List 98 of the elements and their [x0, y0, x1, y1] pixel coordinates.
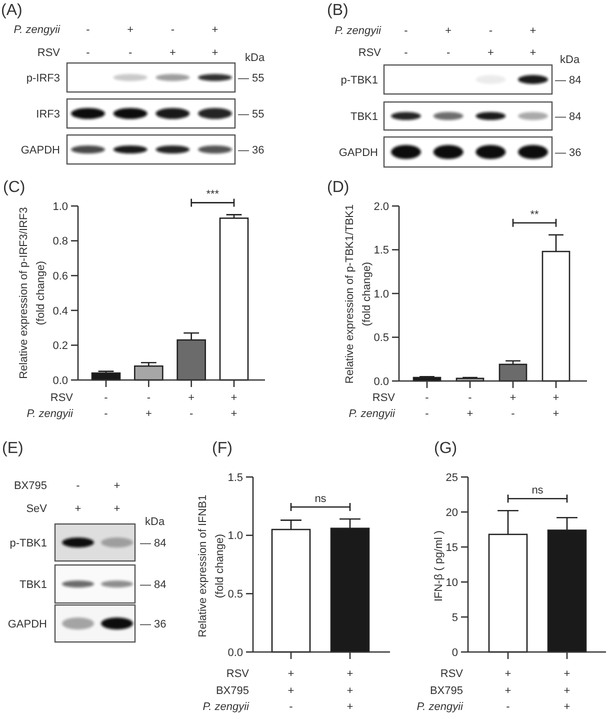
chart-title: (C)	[3, 179, 26, 196]
x-tick-label: + + +	[564, 668, 570, 713]
text: P. zengyii	[334, 24, 382, 37]
text: ***	[206, 188, 220, 201]
text: (B)	[327, 2, 348, 19]
y-tick-label: 1.0	[228, 530, 243, 542]
category-label: IRF3	[36, 108, 60, 120]
text: RSV	[226, 668, 250, 680]
category-label: — 36	[238, 144, 264, 156]
y-axis-title: IFN-β ( pg/ml )	[432, 530, 445, 602]
x-tick-label: + -	[510, 392, 516, 420]
y-axis-title: Relative expression of p-TBK1/TBK1 (fold change)	[344, 204, 373, 384]
text: P. zengyii	[14, 24, 61, 36]
y-tick-label: 2.0	[374, 200, 389, 213]
text: RSV	[37, 46, 61, 59]
bar	[219, 218, 249, 381]
category-label: GAPDH	[20, 144, 60, 156]
text: BX795	[430, 684, 463, 697]
category-label: - +	[74, 480, 82, 515]
text: kDa	[145, 516, 166, 528]
y-tick-label: 0.0	[374, 376, 389, 388]
category-label: p-TBK1	[10, 537, 47, 550]
category-label: — 36	[555, 146, 582, 159]
chart-title: (F)	[212, 440, 232, 457]
y-tick-label: 0.6	[52, 270, 68, 282]
category-label: — 36	[140, 618, 166, 630]
x-tick-label: + +	[230, 392, 238, 420]
text: (A)	[1, 2, 22, 19]
annotation: ns	[532, 484, 544, 497]
category-label: TBK1	[19, 578, 47, 591]
text: BX795	[14, 480, 47, 492]
x-tick-label: + + +	[346, 668, 354, 713]
x-tick-label: - -	[104, 392, 108, 420]
y-tick-label: 1.5	[374, 244, 389, 257]
y-tick-label: 0.2	[52, 340, 68, 352]
text: P. zengyii	[416, 700, 464, 713]
text: RSV	[440, 668, 464, 680]
category-label: TBK1	[350, 110, 378, 123]
category-label: GAPDH	[338, 146, 378, 159]
x-tick-label: + -	[188, 392, 195, 420]
text: P. zengyii	[202, 700, 250, 713]
y-tick-label: 15	[446, 542, 458, 554]
x-tick-label: + +	[552, 392, 560, 420]
y-tick-label: 1.0	[52, 200, 68, 213]
x-tick-label: + + -	[288, 668, 294, 713]
category-label: - +	[487, 24, 494, 59]
x-tick-label: - -	[425, 392, 430, 420]
text: P. zengyii	[26, 408, 74, 420]
category-label: — 84	[140, 578, 166, 591]
y-tick-label: 1.5	[228, 472, 243, 484]
category-label: - -	[404, 24, 408, 59]
category-label: + -	[445, 24, 452, 59]
category-label: GAPDH	[8, 618, 47, 630]
category-label: - +	[169, 24, 176, 59]
category-label: - -	[86, 24, 90, 59]
text: kDa	[560, 54, 580, 66]
annotation: ns	[314, 493, 327, 505]
y-tick-label: 0.0	[52, 374, 68, 387]
x-tick-label: - +	[466, 392, 474, 420]
category-label: p-TBK1	[340, 74, 378, 86]
y-tick-label: 0.0	[228, 646, 243, 659]
category-label: + +	[212, 24, 218, 59]
text: (E)	[2, 440, 24, 457]
text: RSV	[358, 46, 382, 59]
y-axis-title: Relative expression of IFNB1 (fold change)	[196, 494, 226, 638]
text: RSV	[50, 392, 74, 404]
y-tick-label: 20	[446, 506, 458, 519]
y-tick-label: 0.5	[228, 588, 243, 601]
text: SeV	[26, 502, 48, 515]
text: kDa	[245, 52, 266, 64]
y-tick-label: 1.0	[374, 288, 389, 300]
text: RSV	[372, 392, 396, 404]
y-tick-label: 25	[446, 472, 458, 484]
category-label: p-IRF3	[26, 72, 60, 84]
x-tick-label: - +	[145, 392, 152, 420]
bar	[498, 364, 528, 382]
chart-title: (D)	[327, 179, 350, 196]
category-label: — 55	[238, 108, 264, 120]
bar	[134, 365, 164, 381]
category-label: + -	[127, 24, 134, 59]
y-tick-label: 5	[452, 612, 458, 624]
category-label: — 55	[238, 72, 264, 84]
category-label: — 84	[555, 74, 582, 86]
text: P. zengyii	[348, 408, 396, 420]
category-label: — 84	[555, 110, 582, 123]
text: BX795	[216, 684, 249, 697]
y-tick-label: 0.5	[374, 332, 389, 344]
y-tick-label: 0.4	[52, 305, 68, 318]
category-label: — 84	[140, 537, 166, 550]
chart-title: (G)	[434, 440, 458, 457]
y-tick-label: 0.8	[52, 236, 68, 248]
y-tick-label: 10	[446, 576, 458, 589]
x-tick-label: + + -	[504, 668, 512, 713]
y-axis-title: Relative expression of p-IRF3/IRF3 (fold change)	[18, 207, 47, 379]
category-label: + +	[530, 24, 536, 59]
annotation: **	[530, 208, 540, 221]
y-tick-label: 0	[452, 646, 458, 659]
category-label: + +	[114, 480, 120, 515]
